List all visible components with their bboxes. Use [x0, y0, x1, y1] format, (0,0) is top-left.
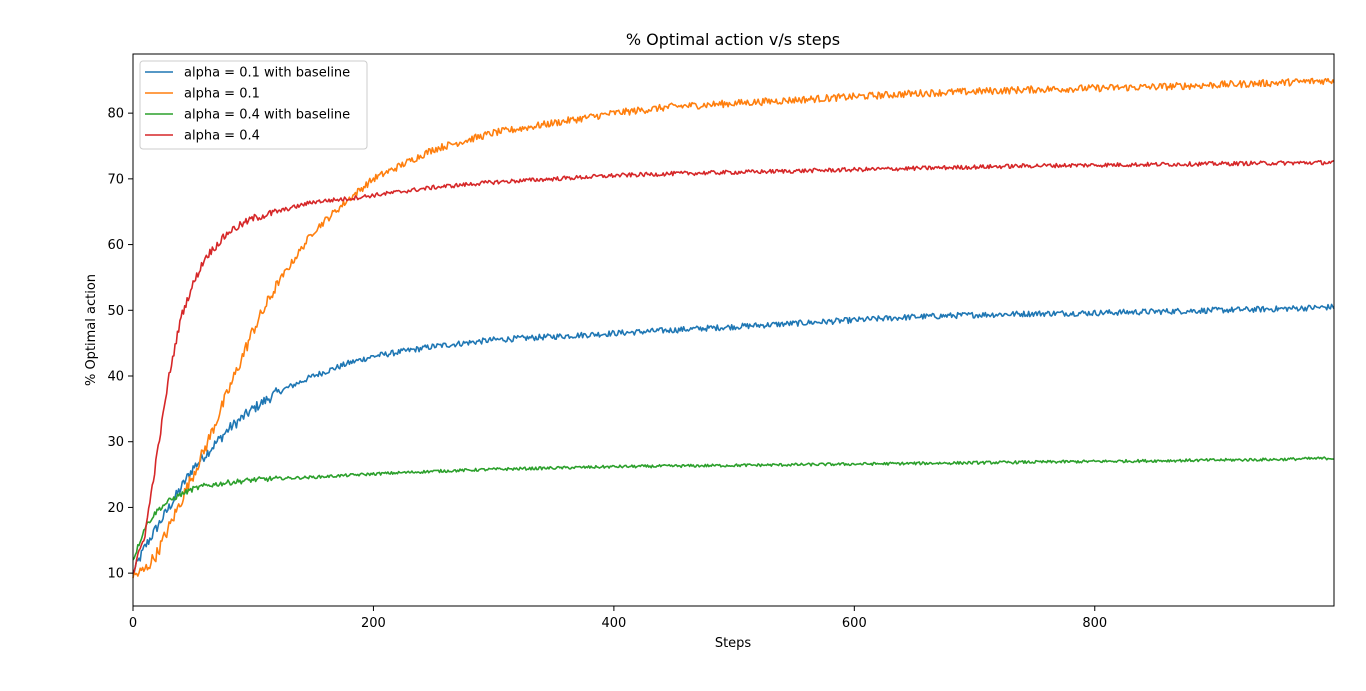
legend-label: alpha = 0.1 with baseline [184, 66, 350, 81]
legend-label: alpha = 0.4 with baseline [184, 108, 350, 123]
legend-label: alpha = 0.1 [184, 87, 260, 102]
x-tick-label: 400 [601, 616, 626, 631]
series-line-1 [132, 77, 1335, 579]
y-tick-label: 60 [107, 238, 124, 253]
x-tick-label: 800 [1082, 616, 1107, 631]
y-axis-label: % Optimal action [84, 274, 99, 386]
chart-title: % Optimal action v/s steps [626, 30, 840, 49]
plot-area [132, 77, 1335, 579]
y-tick-label: 40 [107, 370, 124, 385]
x-tick-label: 600 [842, 616, 867, 631]
y-tick-label: 70 [107, 172, 124, 187]
legend-box [139, 60, 368, 150]
series-line-3 [132, 159, 1335, 574]
x-tick-label: 200 [361, 616, 386, 631]
legend: alpha = 0.1 with baseline alpha = 0.1 alph… [139, 60, 368, 150]
y-tick-label: 50 [107, 304, 124, 319]
y-axis: 10 20 30 40 50 60 70 80 [107, 107, 133, 582]
y-tick-label: 10 [107, 567, 124, 582]
series-line-2 [132, 456, 1335, 561]
x-axis: 0 200 400 600 800 [129, 606, 1107, 631]
y-tick-label: 20 [107, 501, 124, 516]
y-tick-label: 30 [107, 435, 124, 450]
plot-frame [132, 53, 1335, 607]
legend-label: alpha = 0.4 [184, 129, 260, 144]
x-axis-label: Steps [715, 636, 752, 651]
x-tick-label: 0 [129, 616, 137, 631]
series-line-0 [132, 303, 1335, 574]
y-tick-label: 80 [107, 107, 124, 122]
